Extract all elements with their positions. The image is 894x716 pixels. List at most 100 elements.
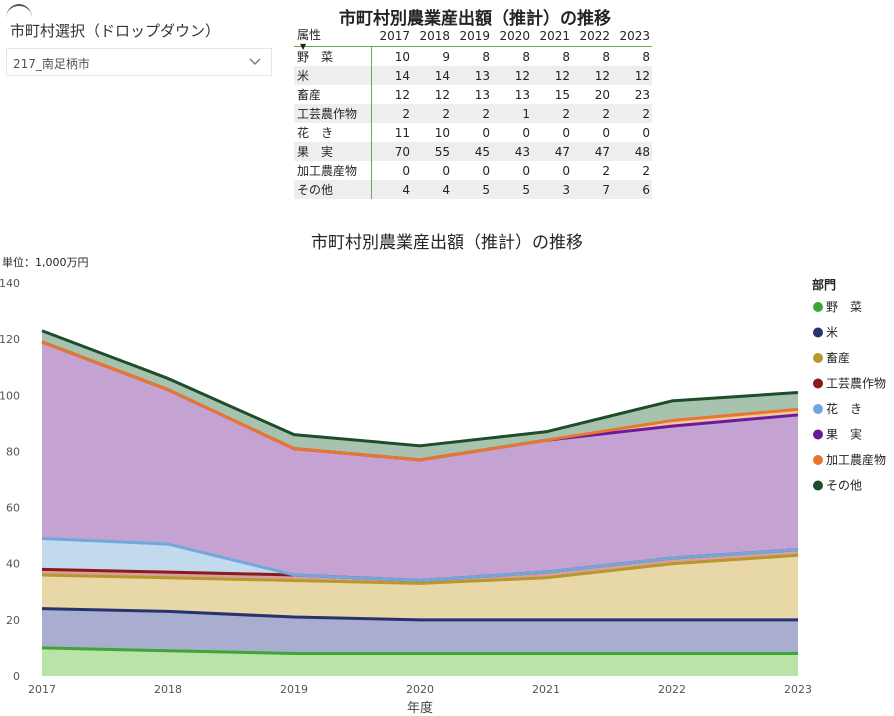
table-row: 加工農産物 0 0 0 0 0 2 2 [294,161,652,180]
y-tick-label: 80 [6,445,20,458]
legend-marker [813,455,823,465]
table-cell: 11 [394,125,410,140]
table-cell: 4 [442,182,450,197]
header-cell-attribute[interactable]: 属性 ▼ [294,26,372,51]
table-row: 野 菜 10 9 8 8 8 8 8 [294,46,652,66]
table-cell: 13 [474,87,490,102]
table-cell: 2 [562,106,570,121]
row-label: 花 き [294,123,372,142]
x-axis-title: 年度 [407,700,433,716]
y-tick-label: 40 [6,558,20,571]
table-cell: 1 [522,106,530,121]
table-row: 花 き 11 10 0 0 0 0 0 [294,123,652,142]
y-tick-label: 0 [13,670,20,683]
header-year: 2017 [379,29,410,43]
table-cell: 15 [554,87,570,102]
row-label: 果 実 [294,142,372,161]
table-cell: 6 [642,182,650,197]
table-cell: 10 [434,125,450,140]
table-row: その他 4 4 5 5 3 7 6 [294,180,652,199]
legend-label: 米 [826,326,838,340]
table-cell: 70 [394,144,410,159]
table-cell: 12 [554,68,570,83]
table-cell: 12 [434,87,450,102]
table-header-row: 属性 ▼ 2017 2018 2019 2020 2021 2022 2023 [294,26,652,51]
visual-header-arc [6,4,32,18]
series-line-7 [41,340,799,462]
chevron-down-icon [249,58,261,65]
x-tick-label: 2021 [532,683,560,696]
table-row: 果 実 70 55 45 43 47 47 48 [294,142,652,161]
municipality-dropdown[interactable]: 217_南足柄市 [6,48,272,76]
row-label: 野 菜 [294,46,372,66]
table-cell: 23 [634,87,650,102]
table-cell: 3 [562,182,570,197]
table-cell: 12 [394,87,410,102]
table-cell: 2 [442,106,450,121]
table-cell: 9 [442,49,450,64]
row-label: 工芸農作物 [294,104,372,123]
legend-marker [813,378,823,389]
table-cell: 5 [482,182,490,197]
table-cell: 55 [434,144,450,159]
table-cell: 12 [594,68,610,83]
table-cell: 43 [514,144,530,159]
table-cell: 8 [602,49,610,64]
data-table: 属性 ▼ 2017 2018 2019 2020 2021 2022 2023 … [294,26,652,199]
table-cell: 10 [394,49,410,64]
table-cell: 2 [402,106,410,121]
x-tick-label: 2020 [406,683,434,696]
table-cell: 2 [602,163,610,178]
table-cell: 13 [514,87,530,102]
table-cell: 0 [402,163,410,178]
table-cell: 4 [402,182,410,197]
legend-marker [813,302,823,312]
legend-marker [813,429,823,440]
table-cell: 7 [602,182,610,197]
table-cell: 8 [522,49,530,64]
table-cell: 45 [474,144,490,159]
series-line-5 [41,536,799,583]
header-year: 2022 [579,29,610,43]
x-tick-label: 2022 [658,683,686,696]
table-row: 米 14 14 13 12 12 12 12 [294,66,652,85]
header-year: 2020 [499,29,530,43]
row-label: その他 [294,180,372,199]
area-series-8 [42,330,798,460]
table-cell: 2 [482,106,490,121]
legend-label: 工芸農作物 [826,377,886,391]
table-cell: 20 [594,87,610,102]
table-cell: 2 [642,106,650,121]
slicer-title: 市町村選択（ドロップダウン） [10,22,221,40]
legend-marker [813,480,823,491]
legend-label: 果 実 [826,427,862,442]
table-row: 畜産 12 12 13 13 15 20 23 [294,85,652,104]
table-cell: 2 [642,163,650,178]
legend-title: 部門 [812,277,836,292]
y-tick-label: 60 [6,502,20,515]
table-cell: 0 [562,125,570,140]
y-tick-label: 100 [0,389,20,402]
legend-label: その他 [826,479,862,493]
header-year: 2021 [539,29,570,43]
table-cell: 12 [514,68,530,83]
unit-label: 単位：1,000万円 [2,255,89,269]
table-cell: 8 [482,49,490,64]
table-cell: 0 [482,163,490,178]
table-cell: 0 [602,125,610,140]
table-cell: 0 [482,125,490,140]
series-line-3 [41,553,799,585]
dropdown-selected-value: 217_南足柄市 [13,57,90,71]
table-cell: 14 [394,68,410,83]
header-attribute-label: 属性 [297,28,322,42]
legend-marker [813,404,823,414]
legend-label: 畜産 [826,350,850,365]
table-row: 工芸農作物 2 2 2 1 2 2 2 [294,104,652,123]
row-label: 畜産 [294,85,372,104]
chart-title: 市町村別農業産出額（推計）の推移 [311,233,583,253]
table-cell: 47 [594,144,610,159]
legend-marker [813,353,823,363]
table-cell: 0 [562,163,570,178]
legend-marker [813,327,823,338]
